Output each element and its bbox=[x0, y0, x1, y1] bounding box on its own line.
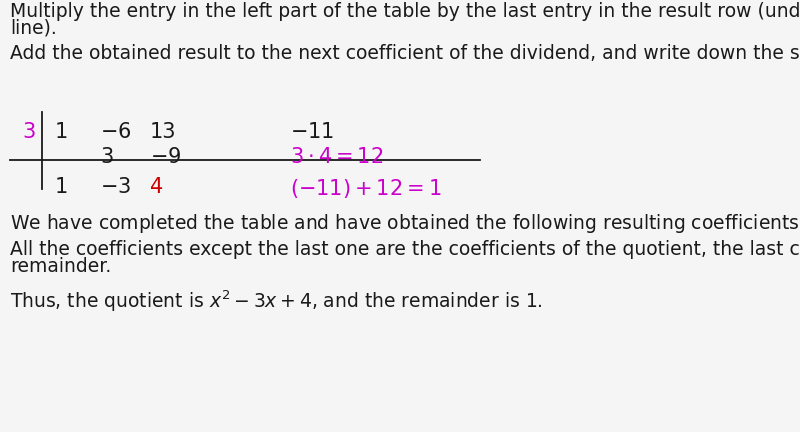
Text: 1: 1 bbox=[55, 177, 68, 197]
Text: 13: 13 bbox=[150, 122, 177, 142]
Text: 4: 4 bbox=[150, 177, 163, 197]
Text: Thus, the quotient is $x^2 - 3x + 4$, and the remainder is $1$.: Thus, the quotient is $x^2 - 3x + 4$, an… bbox=[10, 289, 543, 314]
Text: All the coefficients except the last one are the coefficients of the quotient, t: All the coefficients except the last one… bbox=[10, 240, 800, 259]
Text: remainder.: remainder. bbox=[10, 257, 111, 276]
Text: Multiply the entry in the left part of the table by the last entry in the result: Multiply the entry in the left part of t… bbox=[10, 2, 800, 21]
Text: Add the obtained result to the next coefficient of the dividend, and write down : Add the obtained result to the next coef… bbox=[10, 44, 800, 63]
Text: $3 \cdot 4 = 12$: $3 \cdot 4 = 12$ bbox=[290, 147, 383, 167]
Text: $-11$: $-11$ bbox=[290, 122, 334, 142]
Text: 1: 1 bbox=[55, 122, 68, 142]
Text: $-3$: $-3$ bbox=[100, 177, 131, 197]
Text: $-9$: $-9$ bbox=[150, 147, 182, 167]
Text: $-6$: $-6$ bbox=[100, 122, 131, 142]
Text: 3: 3 bbox=[22, 122, 35, 142]
Text: line).: line). bbox=[10, 19, 57, 38]
Text: We have completed the table and have obtained the following resulting coefficien: We have completed the table and have obt… bbox=[10, 212, 800, 235]
Text: $(-11) + 12 = 1$: $(-11) + 12 = 1$ bbox=[290, 177, 442, 200]
Text: 3: 3 bbox=[100, 147, 114, 167]
